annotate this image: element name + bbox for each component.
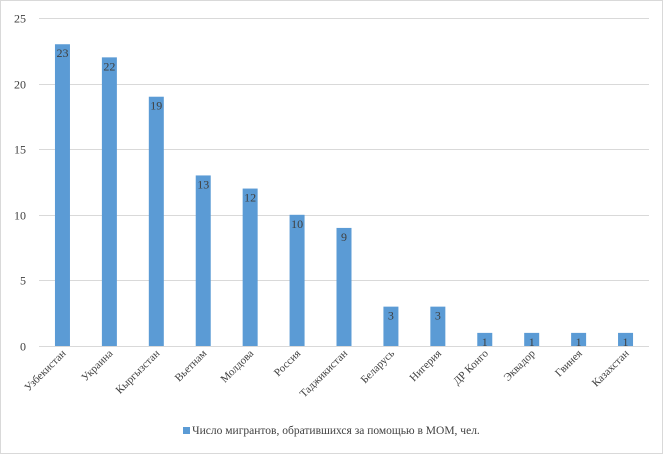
bar: [336, 227, 352, 346]
x-tick-label: Узбекистан: [22, 348, 68, 394]
y-tick-label: 0: [20, 340, 26, 354]
bar: [477, 332, 493, 346]
data-label: 22: [103, 59, 115, 73]
bar: [524, 332, 540, 346]
x-tick-label: Молдова: [219, 348, 257, 386]
y-axis: 0 5 10 15 20 25: [14, 12, 26, 354]
legend-label: Число мигрантов, обратившихся за помощью…: [192, 425, 480, 437]
data-label: 12: [244, 191, 256, 205]
y-tick-label: 20: [14, 78, 26, 92]
data-label: 1: [623, 335, 629, 349]
data-label: 3: [388, 309, 394, 323]
data-label: 10: [291, 217, 303, 231]
bar: [383, 306, 399, 346]
legend: Число мигрантов, обратившихся за помощью…: [1, 425, 662, 437]
bars: 23 22 19 13 12 10 9 3 3 1 1 1 1: [54, 44, 634, 349]
data-label: 23: [56, 46, 68, 60]
data-label: 9: [341, 230, 347, 244]
bar: [195, 175, 211, 346]
x-tick-label: Беларусь: [359, 348, 397, 386]
bar: [289, 214, 305, 346]
data-label: 19: [150, 99, 162, 113]
x-tick-label: Вьетнам: [173, 348, 210, 385]
data-label: 13: [197, 177, 209, 191]
x-tick-label: Россия: [272, 348, 303, 379]
data-label: 1: [576, 335, 582, 349]
bar: [148, 96, 164, 346]
x-tick-label: ДР Конго: [451, 347, 491, 387]
bar: [101, 57, 117, 347]
x-tick-label: Нигерия: [408, 348, 444, 384]
data-label: 1: [482, 335, 488, 349]
y-tick-label: 10: [14, 209, 26, 223]
bar-chart: 0 5 10 15 20 25 23 22 19 13 12 10 9 3 3 1 1 1 1 Узбекиста…: [14, 12, 649, 400]
bar: [54, 44, 70, 347]
x-tick-label: Украина: [79, 348, 115, 384]
legend-swatch: [183, 427, 191, 434]
x-tick-label: Гвинея: [553, 348, 585, 380]
x-tick-label: Таджикистан: [298, 348, 351, 401]
bar: [618, 332, 634, 346]
y-tick-label: 25: [14, 12, 26, 26]
x-tick-label: Эквадор: [502, 347, 539, 384]
bar: [242, 188, 258, 346]
data-label: 1: [529, 335, 535, 349]
bar: [571, 332, 587, 346]
x-tick-label: Кыргызстан: [114, 348, 163, 397]
data-label: 3: [435, 309, 441, 323]
gridlines: [39, 18, 649, 347]
y-tick-label: 15: [14, 143, 26, 157]
x-tick-label: Казахстан: [590, 348, 632, 390]
y-tick-label: 5: [20, 274, 26, 288]
bar: [430, 306, 446, 346]
